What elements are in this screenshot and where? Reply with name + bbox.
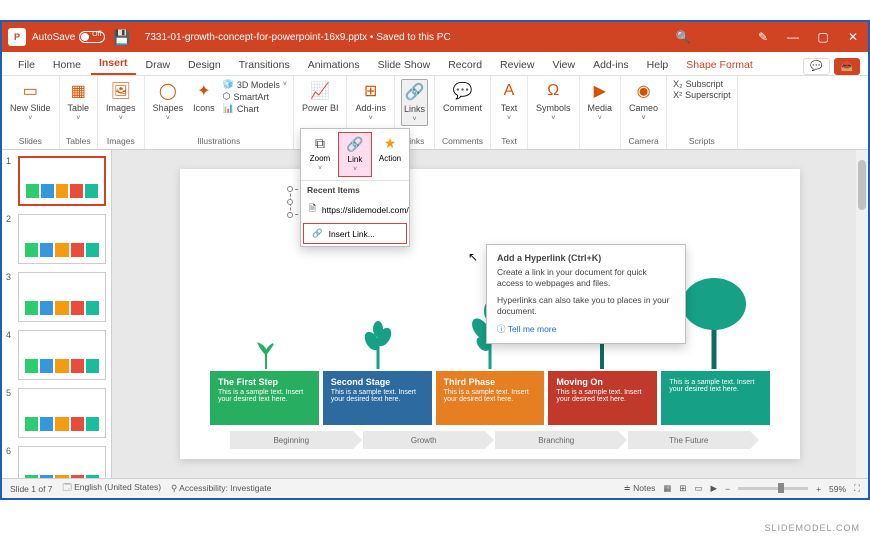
3d-models-button[interactable]: 🧊 3D Models ˅ bbox=[223, 79, 287, 90]
link-dropdown-button[interactable]: 🔗Link˅ bbox=[338, 132, 372, 177]
recent-item-1[interactable]: 🗎https://slidemodel.com/ bbox=[301, 199, 409, 221]
tooltip-p2: Hyperlinks can also take you to places i… bbox=[497, 295, 675, 317]
status-bar: Slide 1 of 7 🗔 English (United States) ⚲… bbox=[2, 478, 868, 498]
tab-draw[interactable]: Draw bbox=[138, 55, 179, 75]
card-4: Moving OnThis is a sample text. Insert y… bbox=[548, 371, 657, 425]
zoom-level[interactable]: 59% bbox=[829, 484, 846, 494]
cursor-icon: ↖ bbox=[468, 250, 478, 264]
card-3: Third PhaseThis is a sample text. Insert… bbox=[436, 371, 545, 425]
tab-review[interactable]: Review bbox=[492, 55, 542, 75]
shapes-button[interactable]: ◯Shapes˅ bbox=[151, 79, 186, 124]
new-slide-button[interactable]: ▭New Slide˅ bbox=[8, 79, 53, 124]
tab-insert[interactable]: Insert bbox=[91, 53, 136, 75]
fit-icon[interactable]: ⛶ bbox=[854, 483, 860, 494]
card-1: The First StepThis is a sample text. Ins… bbox=[210, 371, 319, 425]
view-reading-icon[interactable]: ▭ bbox=[695, 483, 703, 494]
zoom-out-icon[interactable]: − bbox=[725, 484, 730, 494]
phase-arrows: Beginning Growth Branching The Future bbox=[230, 431, 750, 449]
insert-link-item[interactable]: 🔗Insert Link... bbox=[303, 223, 407, 244]
slide-thumb-5[interactable] bbox=[18, 388, 106, 438]
powerbi-button[interactable]: 📈Power BI bbox=[300, 79, 341, 115]
branding-label: SLIDEMODEL.COM bbox=[764, 523, 860, 533]
hyperlink-tooltip: Add a Hyperlink (Ctrl+K) Create a link i… bbox=[486, 244, 686, 344]
search-icon[interactable]: 🔍 bbox=[668, 30, 698, 44]
tab-file[interactable]: File bbox=[10, 55, 43, 75]
tab-animations[interactable]: Animations bbox=[300, 55, 368, 75]
action-dropdown-button[interactable]: ★Action bbox=[374, 132, 406, 177]
tab-view[interactable]: View bbox=[544, 55, 583, 75]
zoom-dropdown-button[interactable]: ⧉Zoom˅ bbox=[304, 132, 336, 177]
vertical-scrollbar[interactable] bbox=[856, 150, 868, 478]
recent-items-header: Recent Items bbox=[301, 181, 409, 199]
subscript-button[interactable]: X₂ Subscript bbox=[673, 79, 731, 89]
tell-me-more-link[interactable]: ⓘ Tell me more bbox=[497, 324, 556, 334]
card-5: This is a sample text. Insert your desir… bbox=[661, 371, 770, 425]
minimize-icon[interactable]: — bbox=[778, 30, 808, 44]
save-icon[interactable]: 💾 bbox=[113, 29, 130, 46]
tab-help[interactable]: Help bbox=[639, 55, 677, 75]
share-btn[interactable]: 📤 bbox=[834, 58, 860, 75]
symbols-button[interactable]: ΩSymbols˅ bbox=[534, 79, 573, 124]
zoom-slider[interactable] bbox=[738, 487, 808, 490]
tab-design[interactable]: Design bbox=[180, 55, 229, 75]
link-icon: 🔗 bbox=[312, 228, 323, 239]
text-button[interactable]: AText˅ bbox=[497, 79, 521, 124]
tooltip-title: Add a Hyperlink (Ctrl+K) bbox=[497, 253, 675, 263]
cameo-button[interactable]: ◉Cameo˅ bbox=[627, 79, 660, 124]
icons-button[interactable]: ✦Icons bbox=[191, 79, 217, 115]
addins-button[interactable]: ⊞Add-ins˅ bbox=[353, 79, 388, 124]
app-icon: P bbox=[8, 28, 26, 46]
arrow-3: Branching bbox=[495, 431, 618, 449]
tab-record[interactable]: Record bbox=[440, 55, 490, 75]
view-sorter-icon[interactable]: ⊞ bbox=[679, 483, 686, 494]
tooltip-p1: Create a link in your document for quick… bbox=[497, 267, 675, 289]
slide-thumb-2[interactable] bbox=[18, 214, 106, 264]
media-button[interactable]: ▶Media˅ bbox=[586, 79, 615, 124]
links-button[interactable]: 🔗Links˅ bbox=[401, 79, 428, 126]
ribbon: ▭New Slide˅Slides ▦Table˅Tables 🖼Images˅… bbox=[2, 76, 868, 150]
slide-indicator: Slide 1 of 7 bbox=[10, 484, 53, 494]
page-icon: 🗎 bbox=[309, 203, 316, 217]
view-slideshow-icon[interactable]: ▶ bbox=[711, 483, 718, 494]
accessibility-indicator[interactable]: ⚲ Accessibility: Investigate bbox=[171, 483, 271, 494]
smartart-button[interactable]: ⬡ SmartArt bbox=[223, 91, 287, 102]
zoom-in-icon[interactable]: + bbox=[816, 484, 821, 494]
document-title: 7331-01-growth-concept-for-powerpoint-16… bbox=[145, 32, 458, 43]
title-bar: P AutoSave Off 💾 7331-01-growth-concept-… bbox=[2, 22, 868, 52]
tab-addins[interactable]: Add-ins bbox=[585, 55, 637, 75]
tab-transitions[interactable]: Transitions bbox=[231, 55, 298, 75]
tab-shape-format[interactable]: Shape Format bbox=[678, 55, 761, 75]
card-2: Second StageThis is a sample text. Inser… bbox=[323, 371, 432, 425]
pen-icon[interactable]: ✎ bbox=[748, 30, 778, 44]
comment-button[interactable]: 💬Comment bbox=[441, 79, 484, 115]
superscript-button[interactable]: X² Superscript bbox=[673, 90, 731, 100]
slide-thumb-1[interactable] bbox=[18, 156, 106, 206]
chart-button[interactable]: 📊 Chart bbox=[223, 103, 287, 114]
links-dropdown: ⧉Zoom˅ 🔗Link˅ ★Action Recent Items 🗎http… bbox=[300, 128, 410, 247]
comments-btn[interactable]: 💬 bbox=[803, 58, 829, 75]
notes-button[interactable]: ≐ Notes bbox=[624, 483, 656, 494]
stage-cards: The First StepThis is a sample text. Ins… bbox=[210, 371, 770, 425]
lang-indicator[interactable]: 🗔 English (United States) bbox=[63, 482, 162, 496]
images-button[interactable]: 🖼Images˅ bbox=[104, 79, 138, 124]
thumbnail-pane: 1 2 3 4 5 6 bbox=[2, 150, 112, 478]
autosave-toggle[interactable]: AutoSave Off bbox=[32, 31, 105, 43]
close-icon[interactable]: ✕ bbox=[838, 30, 868, 44]
tab-home[interactable]: Home bbox=[45, 55, 89, 75]
ribbon-tabs: File Home Insert Draw Design Transitions… bbox=[2, 52, 868, 76]
table-button[interactable]: ▦Table˅ bbox=[66, 79, 92, 124]
slide-thumb-4[interactable] bbox=[18, 330, 106, 380]
slide-thumb-6[interactable] bbox=[18, 446, 106, 478]
view-normal-icon[interactable]: ▦ bbox=[663, 483, 671, 494]
maximize-icon[interactable]: ▢ bbox=[808, 30, 838, 44]
arrow-1: Beginning bbox=[230, 431, 353, 449]
arrow-2: Growth bbox=[363, 431, 486, 449]
slide-thumb-3[interactable] bbox=[18, 272, 106, 322]
tab-slideshow[interactable]: Slide Show bbox=[370, 55, 439, 75]
arrow-4: The Future bbox=[628, 431, 751, 449]
